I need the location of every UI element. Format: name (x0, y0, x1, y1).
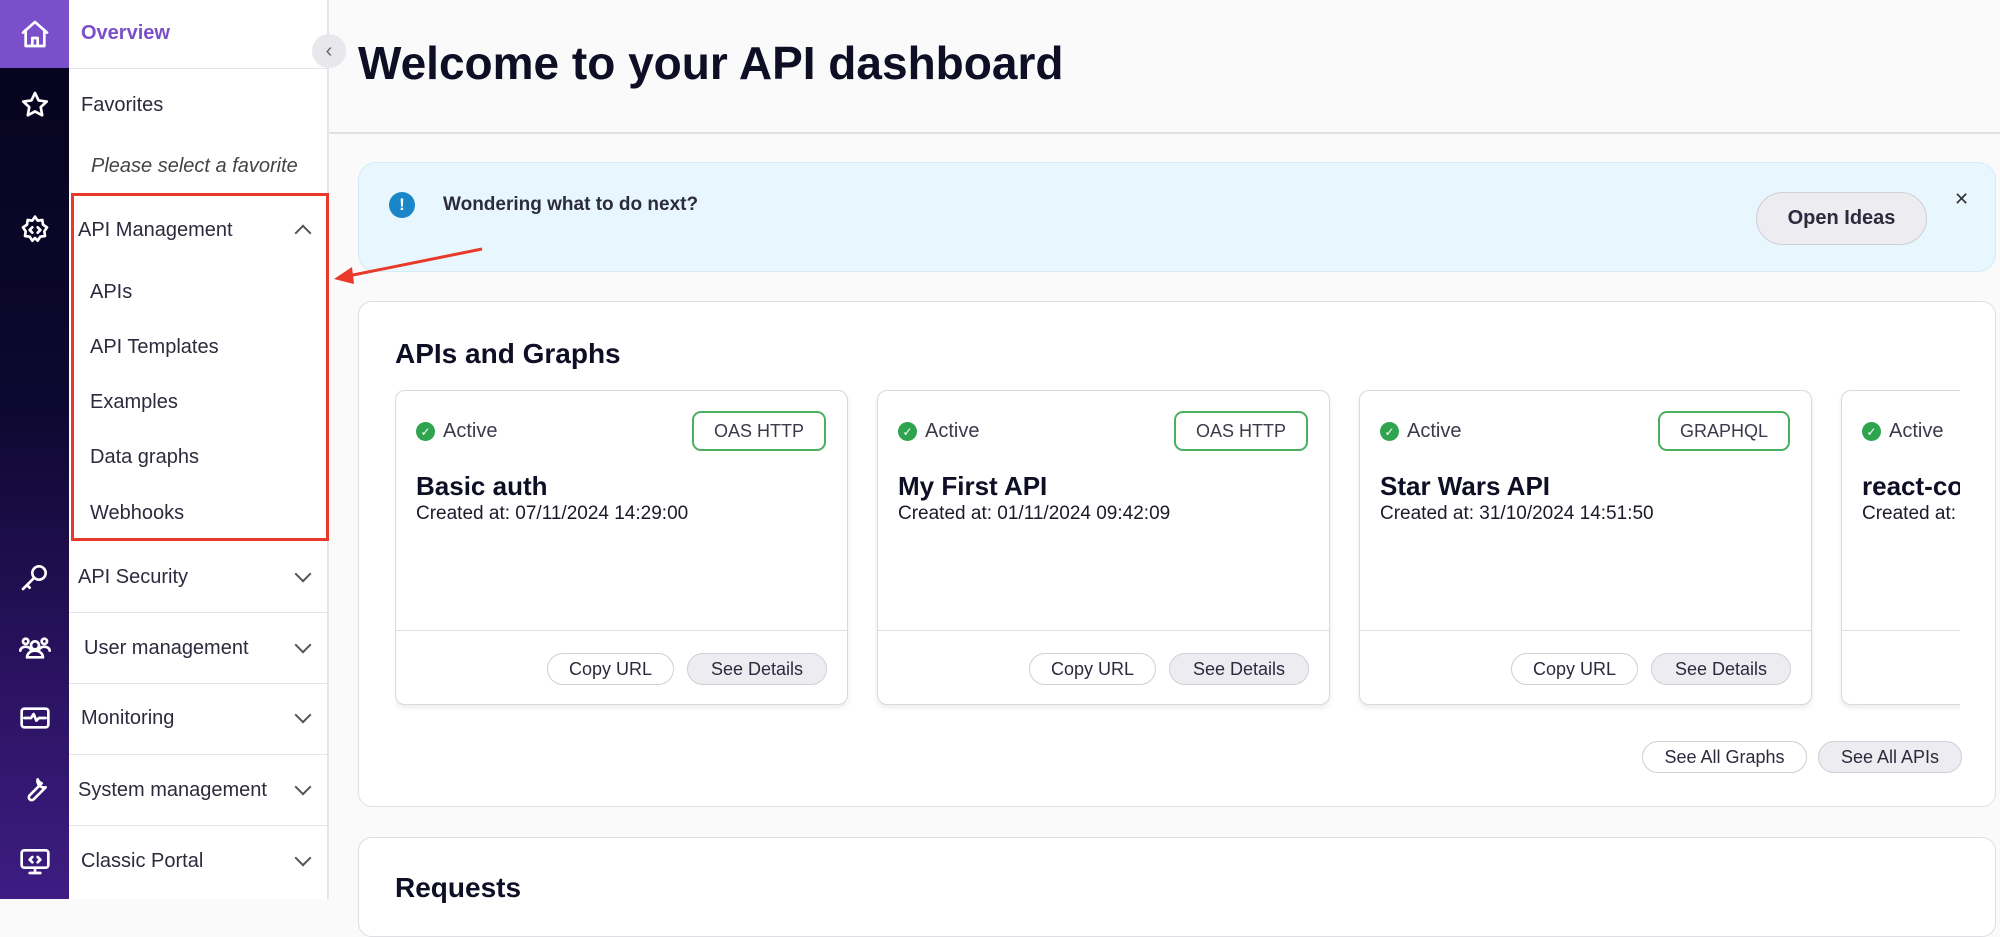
sidebar-item-apis[interactable]: APIs (90, 280, 133, 303)
check-circle-icon: ✓ (898, 422, 917, 441)
section-title: APIs and Graphs (395, 338, 621, 369)
sidebar-item-user-management[interactable]: User management (69, 628, 327, 668)
section-title: Requests (395, 872, 522, 903)
api-cards-carousel: ✓ Active OAS HTTP Basic auth Created at: 07… (395, 385, 1960, 715)
ideas-banner: ! Wondering what to do next? Open Ideas … (358, 162, 1996, 272)
home-icon[interactable] (0, 0, 69, 68)
sidebar-item-api-templates[interactable]: API Templates (90, 335, 219, 358)
chevron-down-icon (294, 849, 312, 867)
status: ✓ Active (1862, 420, 1943, 443)
api-name: Star Wars API (1380, 471, 1551, 501)
api-name: Basic auth (416, 471, 548, 501)
key-icon[interactable] (0, 552, 69, 602)
chevron-left-icon: ‹ (325, 39, 333, 62)
sidebar-item-system-management[interactable]: System management (69, 770, 327, 810)
divider (329, 132, 2000, 134)
sidebar-item-api-management[interactable]: API Management (69, 210, 327, 250)
created-at: Created at: 31/10/2024 14:51:50 (1380, 503, 1654, 524)
created-at: Created at: 07/11/2024 14:29:00 (416, 503, 689, 524)
chevron-down-icon (294, 565, 312, 583)
page-title: Welcome to your API dashboard (358, 37, 1064, 89)
check-circle-icon: ✓ (1862, 422, 1881, 441)
collapse-sidebar-button[interactable]: ‹ (312, 34, 346, 68)
type-badge: GRAPHQL (1657, 411, 1790, 451)
created-at: Created at: (1862, 503, 1956, 524)
favorites-placeholder: Please select a favorite (91, 154, 298, 177)
monitoring-icon[interactable] (0, 693, 69, 743)
divider (1842, 630, 1960, 631)
sidebar-item-examples[interactable]: Examples (90, 390, 178, 413)
api-card[interactable]: ✓ Active GRAPHQL Star Wars API Created at: … (1359, 390, 1812, 705)
requests-panel: Requests (358, 837, 1996, 937)
sidebar-item-webhooks[interactable]: Webhooks (90, 501, 185, 524)
icon-rail (0, 0, 69, 899)
see-all-apis-button[interactable]: See All APIs (1818, 741, 1962, 773)
see-all-graphs-button[interactable]: See All Graphs (1642, 741, 1807, 773)
sidebar-item-monitoring[interactable]: Monitoring (69, 698, 327, 738)
chevron-down-icon (294, 778, 312, 796)
sidebar: Overview Favorites Please select a favor… (69, 0, 329, 899)
chevron-down-icon (294, 706, 312, 724)
banner-text: Wondering what to do next? (443, 194, 699, 215)
close-icon[interactable]: ✕ (1954, 189, 1970, 209)
open-ideas-button[interactable]: Open Ideas (1756, 192, 1927, 245)
see-details-button[interactable]: See Details (1169, 653, 1309, 685)
sidebar-item-favorites[interactable]: Favorites (81, 93, 164, 116)
star-icon[interactable] (0, 80, 69, 130)
copy-url-button[interactable]: Copy URL (547, 653, 674, 685)
type-badge: OAS HTTP (1173, 411, 1308, 451)
created-at: Created at: 01/11/2024 09:42:09 (898, 503, 1171, 524)
api-card[interactable]: ✓ Active OAS HTTP My First API Created at: … (877, 390, 1330, 705)
sidebar-item-data-graphs[interactable]: Data graphs (90, 445, 199, 468)
check-circle-icon: ✓ (416, 422, 435, 441)
status: ✓ Active (898, 420, 979, 443)
api-name: My First API (898, 471, 1048, 501)
see-details-button[interactable]: See Details (687, 653, 827, 685)
wrench-icon[interactable] (0, 765, 69, 815)
copy-url-button[interactable]: Copy URL (1511, 653, 1638, 685)
sidebar-item-overview[interactable]: Overview (81, 21, 170, 44)
see-details-button[interactable]: See Details (1651, 653, 1791, 685)
divider (1360, 630, 1811, 631)
divider (396, 630, 847, 631)
api-card[interactable]: ✓ Active OAS HTTP Basic auth Created at: 07… (395, 390, 848, 705)
chevron-down-icon (294, 636, 312, 654)
copy-url-button[interactable]: Copy URL (1029, 653, 1156, 685)
check-circle-icon: ✓ (1380, 422, 1399, 441)
info-icon: ! (389, 192, 415, 218)
portal-screen-icon[interactable] (0, 836, 69, 886)
sidebar-item-api-security[interactable]: API Security (69, 557, 327, 597)
api-gear-icon[interactable] (0, 205, 69, 255)
type-badge: OAS HTTP (691, 411, 826, 451)
status: ✓ Active (1380, 420, 1461, 443)
api-name: react-co (1862, 471, 1960, 501)
users-icon[interactable] (0, 623, 69, 673)
sidebar-item-classic-portal[interactable]: Classic Portal (69, 841, 327, 881)
status: ✓ Active (416, 420, 497, 443)
divider (878, 630, 1329, 631)
highlight-box (71, 193, 329, 541)
